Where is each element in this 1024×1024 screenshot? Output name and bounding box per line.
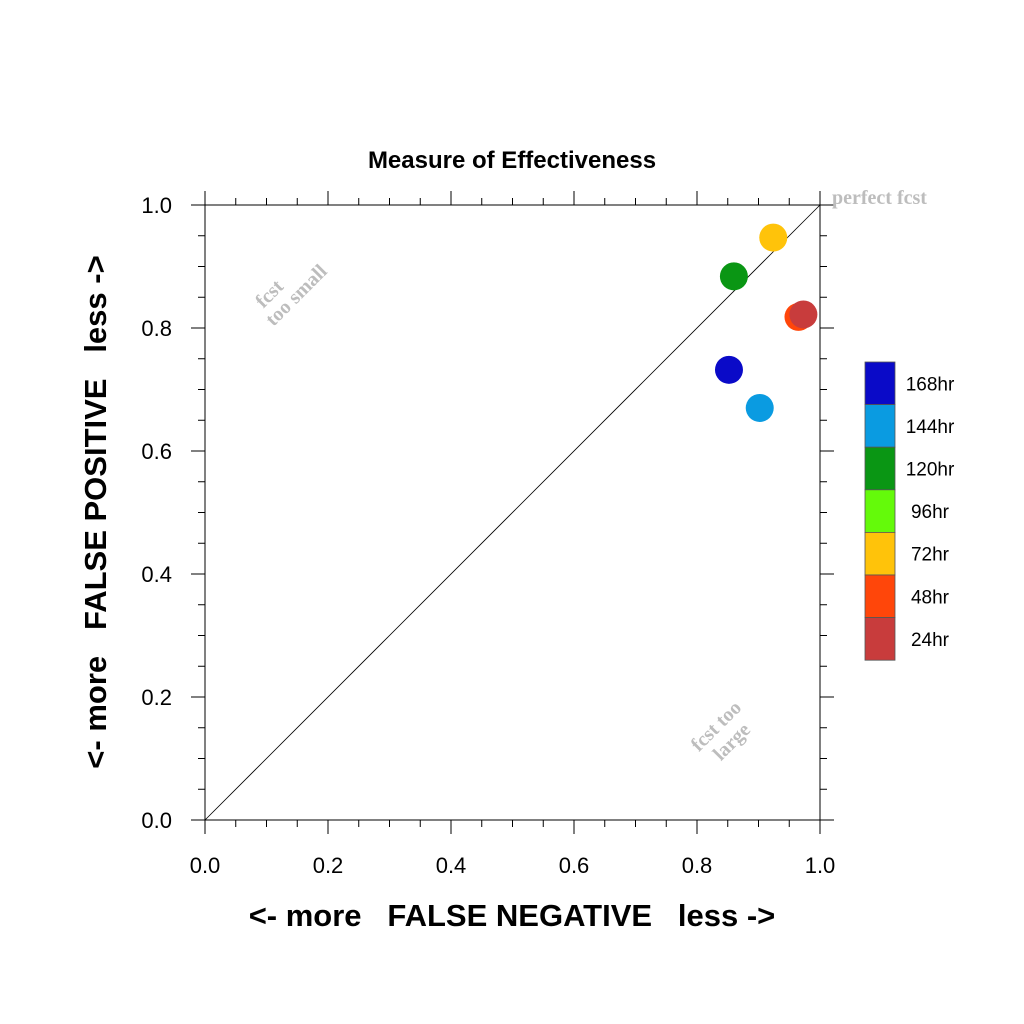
legend-swatch-24hr [864, 617, 896, 661]
legend-swatch-96hr [864, 489, 896, 533]
legend-label-168hr: 168hr [906, 374, 955, 395]
legend-label-72hr: 72hr [911, 545, 950, 566]
y-tick-label: 0.0 [141, 808, 172, 833]
legend-swatch-168hr [864, 361, 896, 405]
x-tick-label: 0.8 [682, 853, 713, 878]
x-tick-label: 0.6 [559, 853, 590, 878]
legend: 168hr 144hr 120hr 96hr 72hr 48hr 24hr [864, 361, 955, 661]
y-tick-label: 1.0 [141, 193, 172, 218]
x-tick-label: 0.2 [313, 853, 344, 878]
y-tick-label: 0.2 [141, 685, 172, 710]
minor-ticks [198, 198, 827, 827]
diagonal-line [204, 204, 821, 821]
y-tick-label: 0.6 [141, 439, 172, 464]
x-tick-label: 0.0 [190, 853, 221, 878]
legend-swatch-120hr [864, 446, 896, 491]
major-ticks [191, 191, 834, 834]
legend-label-24hr: 24hr [911, 630, 950, 651]
tick-labels: 0.0 0.0 0.2 0.2 0.4 0.4 0.6 0.6 0.8 0.8 1.0 1.0 [141, 193, 835, 878]
x-axis-title: <- more FALSE NEGATIVE less -> [249, 898, 776, 933]
legend-label-48hr: 48hr [911, 587, 950, 608]
legend-label-96hr: 96hr [911, 502, 950, 523]
data-point-120hr [719, 262, 748, 291]
legend-swatch-48hr [864, 574, 896, 618]
annotation-perfect-fcst: perfect fcst [832, 187, 927, 209]
y-tick-label: 0.8 [141, 316, 172, 341]
legend-label-120hr: 120hr [906, 460, 955, 481]
x-tick-label: 0.4 [436, 853, 467, 878]
data-point-144hr [745, 393, 774, 422]
legend-label-144hr: 144hr [906, 417, 955, 438]
annotation-too-small: fcst too small [251, 260, 332, 330]
chart-title: Measure of Effectiveness [368, 147, 656, 174]
legend-swatch-72hr [864, 532, 896, 576]
data-point-24hr [789, 300, 818, 329]
y-axis-title: <- more FALSE POSITIVE less -> [78, 255, 113, 768]
data-points [714, 223, 818, 422]
x-tick-label: 1.0 [805, 853, 836, 878]
legend-swatch-144hr [864, 404, 896, 448]
data-point-72hr [759, 223, 788, 252]
y-tick-label: 0.4 [141, 562, 172, 587]
data-point-168hr [714, 355, 743, 384]
annotation-too-large: fcst too large [687, 697, 755, 765]
